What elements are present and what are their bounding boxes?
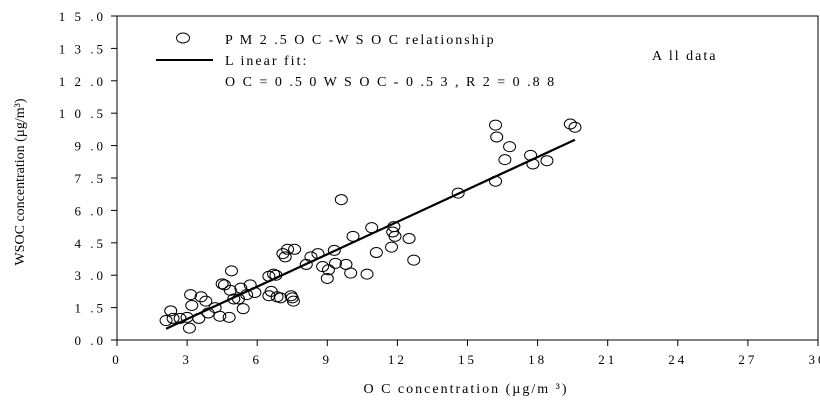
x-tick-label: 9 <box>323 352 333 367</box>
x-tick-label: 18 <box>528 352 547 367</box>
x-axis-ticks: 0 3 6 9 12 15 18 21 24 27 30 <box>112 340 820 367</box>
y-tick-label: 1 2 .0 <box>59 74 106 89</box>
y-tick-label: 1 0 .5 <box>59 106 106 121</box>
data-point <box>327 244 341 256</box>
data-point <box>224 265 238 277</box>
linear-fit-line <box>165 138 576 330</box>
y-tick-label: 4 .5 <box>75 236 107 251</box>
y-tick-label: 1 5 .0 <box>59 9 106 24</box>
data-point <box>281 243 295 255</box>
data-point <box>184 289 198 301</box>
x-tick-label: 15 <box>458 352 477 367</box>
fit-equation: O C = 0 .5 0 W S O C - 0 .5 3 , R 2 = 0 … <box>225 75 556 90</box>
data-point <box>344 267 358 279</box>
data-point <box>288 243 302 255</box>
data-point <box>278 251 292 263</box>
data-point <box>334 194 348 206</box>
data-point <box>276 248 290 260</box>
data-point <box>407 254 421 266</box>
data-point <box>451 187 465 199</box>
y-axis-label: WSOC concentration (µg/m³) <box>13 98 28 265</box>
data-point <box>199 295 213 307</box>
data-point <box>213 310 227 322</box>
x-tick-label: 0 <box>112 352 122 367</box>
data-point <box>286 295 300 307</box>
y-tick-label: 9 .0 <box>75 139 107 154</box>
x-tick-label: 12 <box>388 352 407 367</box>
scatter-points <box>159 118 582 334</box>
data-point <box>194 291 208 303</box>
data-point <box>388 230 402 242</box>
legend: P M 2 .5 O C -W S O C relationship L ine… <box>156 32 556 90</box>
data-point <box>164 305 178 317</box>
data-point <box>284 290 298 302</box>
y-tick-label: 3 .0 <box>75 268 107 283</box>
data-point <box>540 155 554 167</box>
x-tick-label: 27 <box>738 352 757 367</box>
data-point <box>568 121 582 133</box>
legend-marker-circle <box>176 32 190 44</box>
data-point <box>490 131 504 143</box>
annotation-all-data: A ll data <box>652 49 717 64</box>
data-point <box>385 241 399 253</box>
data-point <box>320 272 334 284</box>
data-point <box>563 118 577 130</box>
y-tick-label: 6 .0 <box>75 203 107 218</box>
data-point <box>360 268 374 280</box>
x-tick-label: 30 <box>809 352 820 367</box>
legend-label-scatter: P M 2 .5 O C -W S O C relationship <box>225 33 496 48</box>
y-axis-ticks: 0 .0 1 .5 3 .0 4 .5 6 .0 7 .5 9 .0 1 0 .5 1 2 .0… <box>59 9 117 348</box>
data-point <box>328 257 342 269</box>
data-point <box>159 315 173 327</box>
x-tick-label: 24 <box>668 352 687 367</box>
x-tick-label: 21 <box>598 352 617 367</box>
data-point <box>222 311 236 323</box>
data-point <box>182 322 196 334</box>
x-axis-label: O C concentration (µg/m ³) <box>363 382 568 397</box>
legend-label-fit: L inear fit: <box>225 54 308 69</box>
y-tick-label: 1 .5 <box>75 301 107 316</box>
data-point <box>166 312 180 324</box>
plot-frame <box>116 15 819 341</box>
data-point <box>503 141 517 153</box>
data-point <box>321 264 335 276</box>
data-point <box>498 154 512 166</box>
y-tick-label: 1 3 .5 <box>59 41 106 56</box>
data-point <box>402 232 416 244</box>
x-tick-label: 3 <box>182 352 192 367</box>
data-point <box>185 299 199 311</box>
y-tick-label: 0 .0 <box>75 333 107 348</box>
data-point <box>227 293 241 305</box>
data-point <box>215 278 229 290</box>
x-tick-label: 6 <box>252 352 262 367</box>
data-point <box>489 119 503 131</box>
y-tick-label: 7 .5 <box>75 171 107 186</box>
data-point <box>369 247 383 259</box>
data-point <box>236 303 250 315</box>
